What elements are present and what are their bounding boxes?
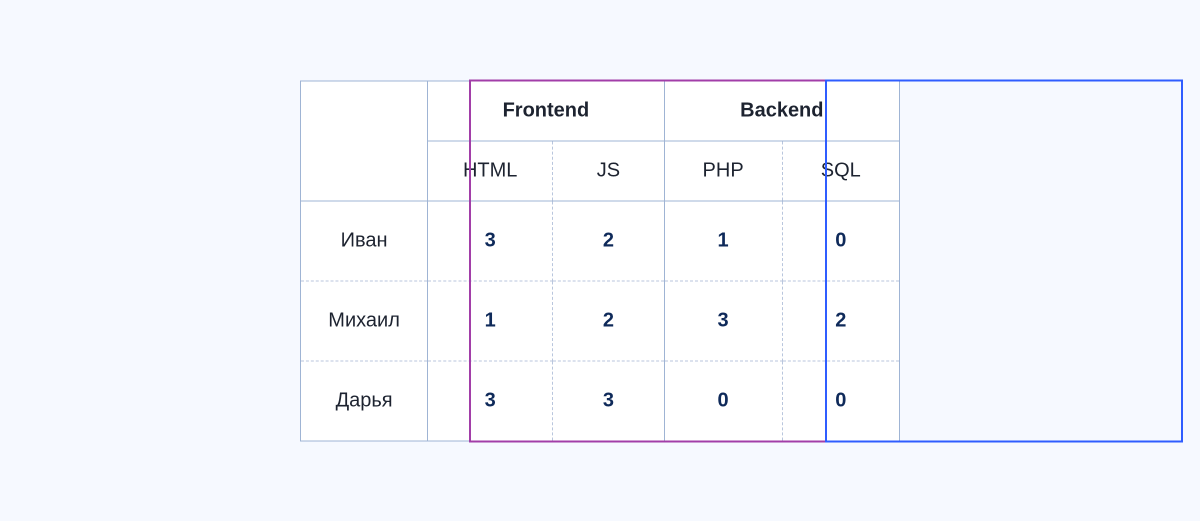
cell-value: 2 bbox=[553, 201, 664, 281]
skills-table: Frontend Backend HTML JS PHP SQL Иван 3 … bbox=[300, 80, 900, 441]
group-header-backend: Backend bbox=[664, 81, 899, 141]
cell-value: 2 bbox=[553, 281, 664, 361]
stage: Frontend Backend HTML JS PHP SQL Иван 3 … bbox=[0, 0, 1200, 521]
row-name: Дарья bbox=[301, 361, 428, 441]
cell-value: 3 bbox=[428, 201, 553, 281]
table-row: Иван 3 2 1 0 bbox=[301, 201, 900, 281]
cell-value: 3 bbox=[553, 361, 664, 441]
cell-value: 1 bbox=[428, 281, 553, 361]
cell-value: 1 bbox=[664, 201, 782, 281]
column-header-sql: SQL bbox=[782, 141, 899, 201]
header-group-row: Frontend Backend bbox=[301, 81, 900, 141]
cell-value: 2 bbox=[782, 281, 899, 361]
column-header-php: PHP bbox=[664, 141, 782, 201]
table-row: Михаил 1 2 3 2 bbox=[301, 281, 900, 361]
column-header-html: HTML bbox=[428, 141, 553, 201]
table-container: Frontend Backend HTML JS PHP SQL Иван 3 … bbox=[300, 80, 900, 441]
cell-value: 0 bbox=[782, 361, 899, 441]
header-blank-cell bbox=[301, 81, 428, 201]
cell-value: 0 bbox=[664, 361, 782, 441]
column-header-js: JS bbox=[553, 141, 664, 201]
row-name: Михаил bbox=[301, 281, 428, 361]
cell-value: 0 bbox=[782, 201, 899, 281]
table-row: Дарья 3 3 0 0 bbox=[301, 361, 900, 441]
cell-value: 3 bbox=[428, 361, 553, 441]
group-header-frontend: Frontend bbox=[428, 81, 664, 141]
cell-value: 3 bbox=[664, 281, 782, 361]
row-name: Иван bbox=[301, 201, 428, 281]
